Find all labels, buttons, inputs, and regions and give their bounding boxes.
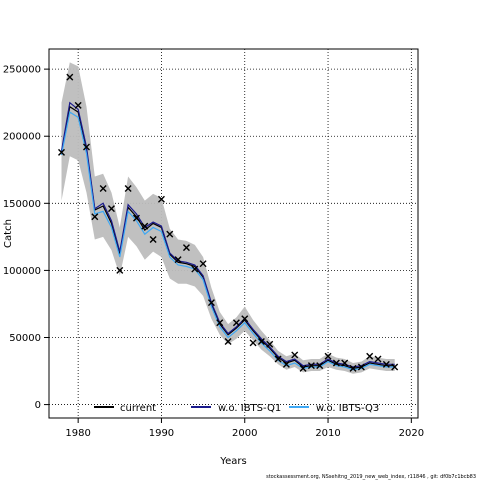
legend-label-wo-ibts-q3: w.o. IBTS-Q3: [316, 403, 379, 414]
observed-point: [382, 360, 390, 368]
observed-point: [57, 148, 65, 156]
observed-point: [316, 362, 324, 370]
x-axis-title: Years: [219, 456, 246, 467]
observed-point: [366, 352, 374, 360]
plot-frame: [48, 48, 419, 419]
observed-point: [291, 351, 299, 359]
observed-point: [391, 363, 399, 371]
observed-point: [116, 266, 124, 274]
y-tick-label: 50000: [9, 333, 41, 344]
observed-point: [66, 73, 74, 81]
observed-point: [124, 185, 132, 193]
observed-point: [207, 299, 215, 307]
x-tick-label: 2020: [399, 428, 424, 439]
observed-point: [141, 222, 149, 230]
x-axis: 1980 1990 2000 2010 2020: [65, 418, 424, 439]
y-axis-title: Catch: [3, 219, 14, 248]
y-tick-label: 150000: [3, 199, 41, 210]
observed-point: [307, 362, 315, 370]
observed-point: [199, 260, 207, 268]
observed-point: [241, 315, 249, 323]
series-line-wo-ibts-q1: [60, 101, 395, 368]
observed-point: [357, 363, 365, 371]
observed-point: [157, 195, 165, 203]
y-tick-label: 100000: [3, 266, 41, 277]
observed-point: [332, 359, 340, 367]
observed-point: [257, 338, 265, 346]
y-tick-label: 250000: [3, 65, 41, 76]
observed-point: [182, 244, 190, 252]
legend: current w.o. IBTS-Q1 w.o. IBTS-Q3: [94, 403, 379, 414]
observed-points: [57, 73, 399, 372]
y-axis: 0 50000 100000 150000 200000 250000: [3, 65, 49, 411]
observed-point: [324, 352, 332, 360]
legend-label-current: current: [120, 403, 156, 414]
observed-point: [166, 230, 174, 238]
observed-point: [282, 360, 290, 368]
observed-point: [107, 205, 115, 213]
observed-point: [349, 364, 357, 372]
observed-point: [299, 364, 307, 372]
band-area: [61, 62, 395, 374]
observed-point: [216, 319, 224, 327]
observed-point: [249, 339, 257, 347]
observed-point: [266, 340, 274, 348]
observed-point: [224, 338, 232, 346]
observed-point: [341, 359, 349, 367]
observed-point: [74, 101, 82, 109]
observed-point: [374, 355, 382, 363]
x-tick-label: 1980: [65, 428, 90, 439]
confidence-band: [61, 62, 395, 374]
footer-credit: stockassessment.org, NSsehitng_2019_new_…: [266, 474, 476, 480]
y-tick-label: 0: [35, 400, 41, 411]
observed-point: [99, 185, 107, 193]
legend-label-wo-ibts-q1: w.o. IBTS-Q1: [218, 403, 281, 414]
observed-point: [132, 214, 140, 222]
observed-point: [82, 143, 90, 151]
observed-point: [149, 236, 157, 244]
observed-point: [232, 319, 240, 327]
y-tick-label: 200000: [3, 132, 41, 143]
x-tick-label: 2000: [232, 428, 257, 439]
series-line-current: [60, 105, 395, 370]
x-tick-label: 2010: [315, 428, 340, 439]
observed-point: [174, 256, 182, 264]
x-tick-label: 1990: [149, 428, 174, 439]
observed-point: [274, 355, 282, 363]
observed-point: [191, 265, 199, 273]
observed-point: [91, 213, 99, 221]
